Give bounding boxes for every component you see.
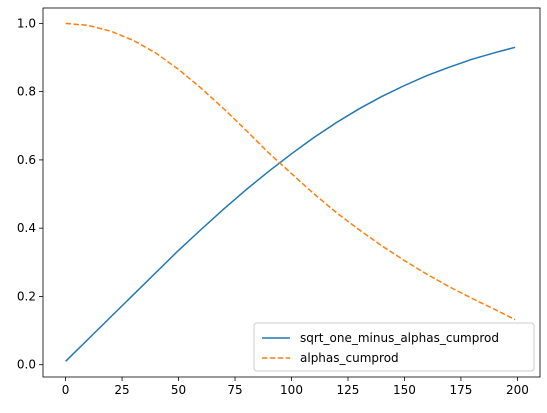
y-tick-label: 0.6 xyxy=(17,153,36,167)
x-tick-label: 75 xyxy=(227,383,242,397)
y-tick-label: 0.8 xyxy=(17,85,36,99)
y-tick-label: 0.2 xyxy=(17,289,36,303)
legend-label: alphas_cumprod xyxy=(300,351,399,365)
legend-label: sqrt_one_minus_alphas_cumprod xyxy=(300,331,499,345)
x-tick-label: 200 xyxy=(506,383,529,397)
x-tick-label: 50 xyxy=(171,383,186,397)
legend-box xyxy=(253,322,535,372)
x-tick-label: 150 xyxy=(393,383,416,397)
x-tick-label: 125 xyxy=(337,383,360,397)
x-tick-label: 25 xyxy=(114,383,129,397)
y-tick-label: 1.0 xyxy=(17,16,36,30)
x-tick-label: 100 xyxy=(280,383,303,397)
y-tick-label: 0.0 xyxy=(17,358,36,372)
x-tick-label: 0 xyxy=(62,383,70,397)
y-tick-label: 0.4 xyxy=(17,221,36,235)
x-axis: 0 25 50 75 100 125 150 175 200 xyxy=(62,377,529,397)
series-line-sqrt-one-minus-alphas-cumprod xyxy=(65,46,516,362)
y-axis: 0.0 0.2 0.4 0.6 0.8 1.0 xyxy=(17,16,43,372)
series-line-alphas-cumprod xyxy=(65,22,516,321)
legend: sqrt_one_minus_alphas_cumprod alphas_cump… xyxy=(253,322,535,372)
x-tick-label: 175 xyxy=(449,383,472,397)
series-layer xyxy=(65,22,516,362)
